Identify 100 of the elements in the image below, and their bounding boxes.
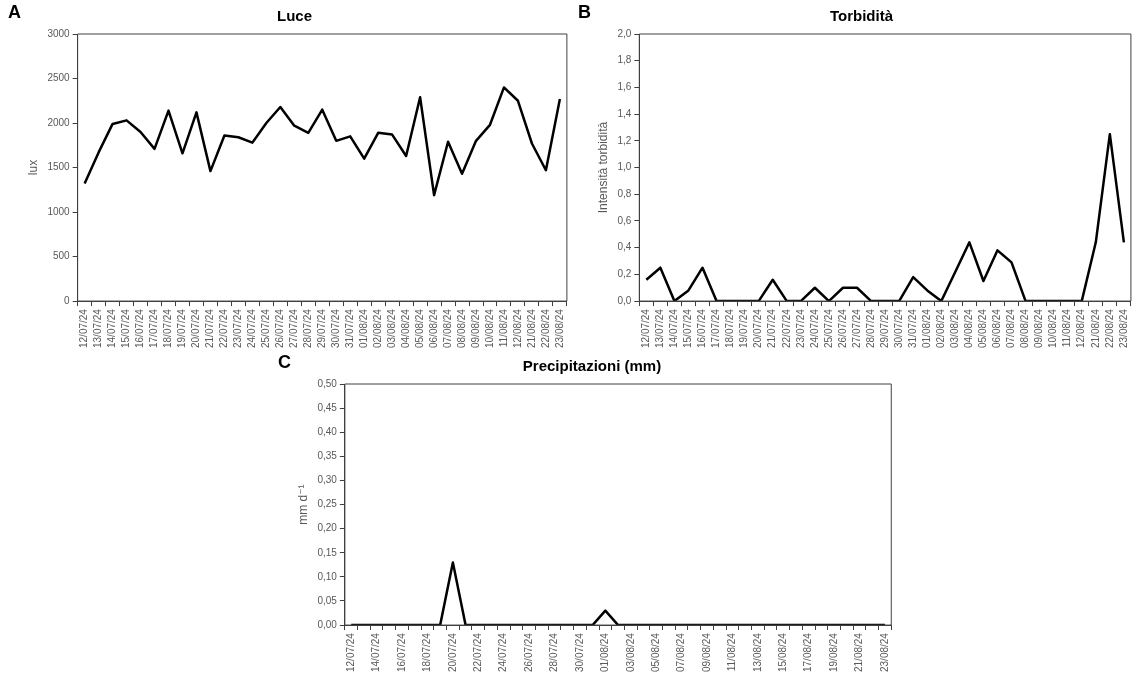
x-tick-label: 16/07/24 <box>134 308 146 349</box>
x-tick-label: 30/07/24 <box>892 308 904 349</box>
x-tick-label: 18/07/24 <box>724 308 736 349</box>
x-tick-label: 23/08/24 <box>553 308 565 349</box>
x-tick-label: 23/08/24 <box>1117 308 1129 349</box>
y-tick-label: 0,8 <box>617 187 632 199</box>
x-tick-label: 19/07/24 <box>738 308 750 349</box>
y-tick-label: 0,15 <box>317 546 338 558</box>
x-tick-label: 25/07/24 <box>260 308 272 349</box>
y-tick-label: 0,10 <box>317 570 338 582</box>
x-tick-label: 09/08/24 <box>469 308 481 349</box>
x-tick-label: 16/07/24 <box>395 632 407 673</box>
x-tick-label: 07/08/24 <box>1005 308 1017 349</box>
x-tick-label: 20/07/24 <box>190 308 202 349</box>
y-tick-label: 2500 <box>47 72 71 84</box>
x-tick-label: 21/08/24 <box>853 632 865 673</box>
chart-title: Precipitazioni (mm) <box>522 357 662 375</box>
x-tick-label: 30/07/24 <box>329 308 341 349</box>
y-tick-label: 0,6 <box>617 214 632 226</box>
x-tick-label: 21/07/24 <box>204 308 216 349</box>
x-tick-label: 23/08/24 <box>878 632 890 673</box>
x-tick-label: 04/08/24 <box>399 308 411 349</box>
y-tick-label: 3000 <box>47 27 71 39</box>
y-tick-label: 0,50 <box>317 377 338 389</box>
x-tick-label: 14/07/24 <box>106 308 118 349</box>
x-tick-label: 27/07/24 <box>850 308 862 349</box>
x-tick-label: 25/07/24 <box>822 308 834 349</box>
x-tick-label: 26/07/24 <box>274 308 286 349</box>
x-tick-label: 17/07/24 <box>710 308 722 349</box>
x-tick-label: 20/07/24 <box>752 308 764 349</box>
x-tick-label: 01/08/24 <box>599 632 611 673</box>
y-tick-label: 1000 <box>47 205 71 217</box>
text: A <box>8 1 21 22</box>
x-tick-label: 11/08/24 <box>497 308 509 348</box>
x-tick-label: 12/07/24 <box>344 632 356 673</box>
y-axis-title: Intensità torbidità <box>595 121 610 214</box>
y-axis-title: mm d⁻¹ <box>295 484 310 525</box>
x-tick-label: 28/07/24 <box>302 308 314 349</box>
y-tick-label: 0,4 <box>617 241 632 253</box>
x-tick-label: 31/07/24 <box>906 308 918 349</box>
x-tick-label: 01/08/24 <box>920 308 932 349</box>
y-tick-label: 0,45 <box>317 401 338 413</box>
x-tick-label: 19/07/24 <box>176 308 188 349</box>
x-tick-label: 21/08/24 <box>525 308 537 349</box>
y-tick-label: 0,35 <box>317 450 338 462</box>
x-tick-label: 04/08/24 <box>963 308 975 349</box>
x-tick-label: 22/07/24 <box>218 308 230 349</box>
x-tick-label: 28/07/24 <box>548 632 560 673</box>
x-tick-label: 31/07/24 <box>343 308 355 349</box>
y-tick-label: 1,4 <box>617 107 632 119</box>
x-tick-label: 02/08/24 <box>371 308 383 349</box>
x-tick-label: 30/07/24 <box>573 632 585 673</box>
x-tick-label: 26/07/24 <box>836 308 848 349</box>
y-tick-label: 1,2 <box>617 134 632 146</box>
x-tick-label: 13/08/24 <box>751 632 763 673</box>
text: C <box>278 351 291 372</box>
x-tick-label: 05/08/24 <box>413 308 425 349</box>
y-tick-label: 0,30 <box>317 474 338 486</box>
x-tick-label: 13/07/24 <box>92 308 104 349</box>
x-tick-label: 12/08/24 <box>511 308 523 349</box>
x-tick-label: 27/07/24 <box>288 308 300 349</box>
x-tick-label: 12/07/24 <box>78 308 90 349</box>
x-tick-label: 19/08/24 <box>827 632 839 673</box>
x-tick-label: 26/07/24 <box>522 632 534 673</box>
y-tick-label: 1500 <box>47 161 71 173</box>
x-tick-label: 24/07/24 <box>497 632 509 673</box>
y-tick-label: 0 <box>64 294 71 306</box>
x-tick-label: 01/08/24 <box>357 308 369 349</box>
y-tick-label: 2000 <box>47 116 71 128</box>
y-tick-label: 1,8 <box>617 54 632 66</box>
y-axis-title: lux <box>25 159 40 176</box>
x-tick-label: 05/08/24 <box>977 308 989 349</box>
x-tick-label: 13/07/24 <box>654 308 666 349</box>
y-tick-label: 1,0 <box>617 161 632 173</box>
x-tick-label: 20/07/24 <box>446 632 458 673</box>
x-tick-label: 12/08/24 <box>1075 308 1087 349</box>
x-tick-label: 03/08/24 <box>385 308 397 349</box>
x-tick-label: 22/08/24 <box>1103 308 1115 349</box>
x-tick-label: 28/07/24 <box>864 308 876 349</box>
x-tick-label: 11/08/24 <box>1061 308 1073 348</box>
x-tick-label: 18/07/24 <box>162 308 174 349</box>
chart-title: Luce <box>276 7 313 25</box>
y-tick-label: 0,00 <box>317 618 338 630</box>
x-tick-label: 03/08/24 <box>949 308 961 349</box>
x-tick-label: 07/08/24 <box>675 632 687 673</box>
chart-title: Torbidità <box>829 7 894 25</box>
text: B <box>578 1 591 22</box>
y-tick-label: 0,05 <box>317 594 338 606</box>
y-tick-label: 0,0 <box>617 294 632 306</box>
x-tick-label: 24/07/24 <box>246 308 258 349</box>
x-tick-label: 11/08/24 <box>726 632 738 672</box>
y-tick-label: 0,40 <box>317 425 338 437</box>
y-tick-label: 2,0 <box>617 27 632 39</box>
x-tick-label: 23/07/24 <box>794 308 806 349</box>
x-tick-label: 06/08/24 <box>991 308 1003 349</box>
x-tick-label: 15/07/24 <box>682 308 694 349</box>
y-tick-label: 500 <box>52 250 71 262</box>
y-tick-label: 0,25 <box>317 498 338 510</box>
x-tick-label: 17/08/24 <box>802 632 814 673</box>
x-tick-label: 07/08/24 <box>441 308 453 349</box>
